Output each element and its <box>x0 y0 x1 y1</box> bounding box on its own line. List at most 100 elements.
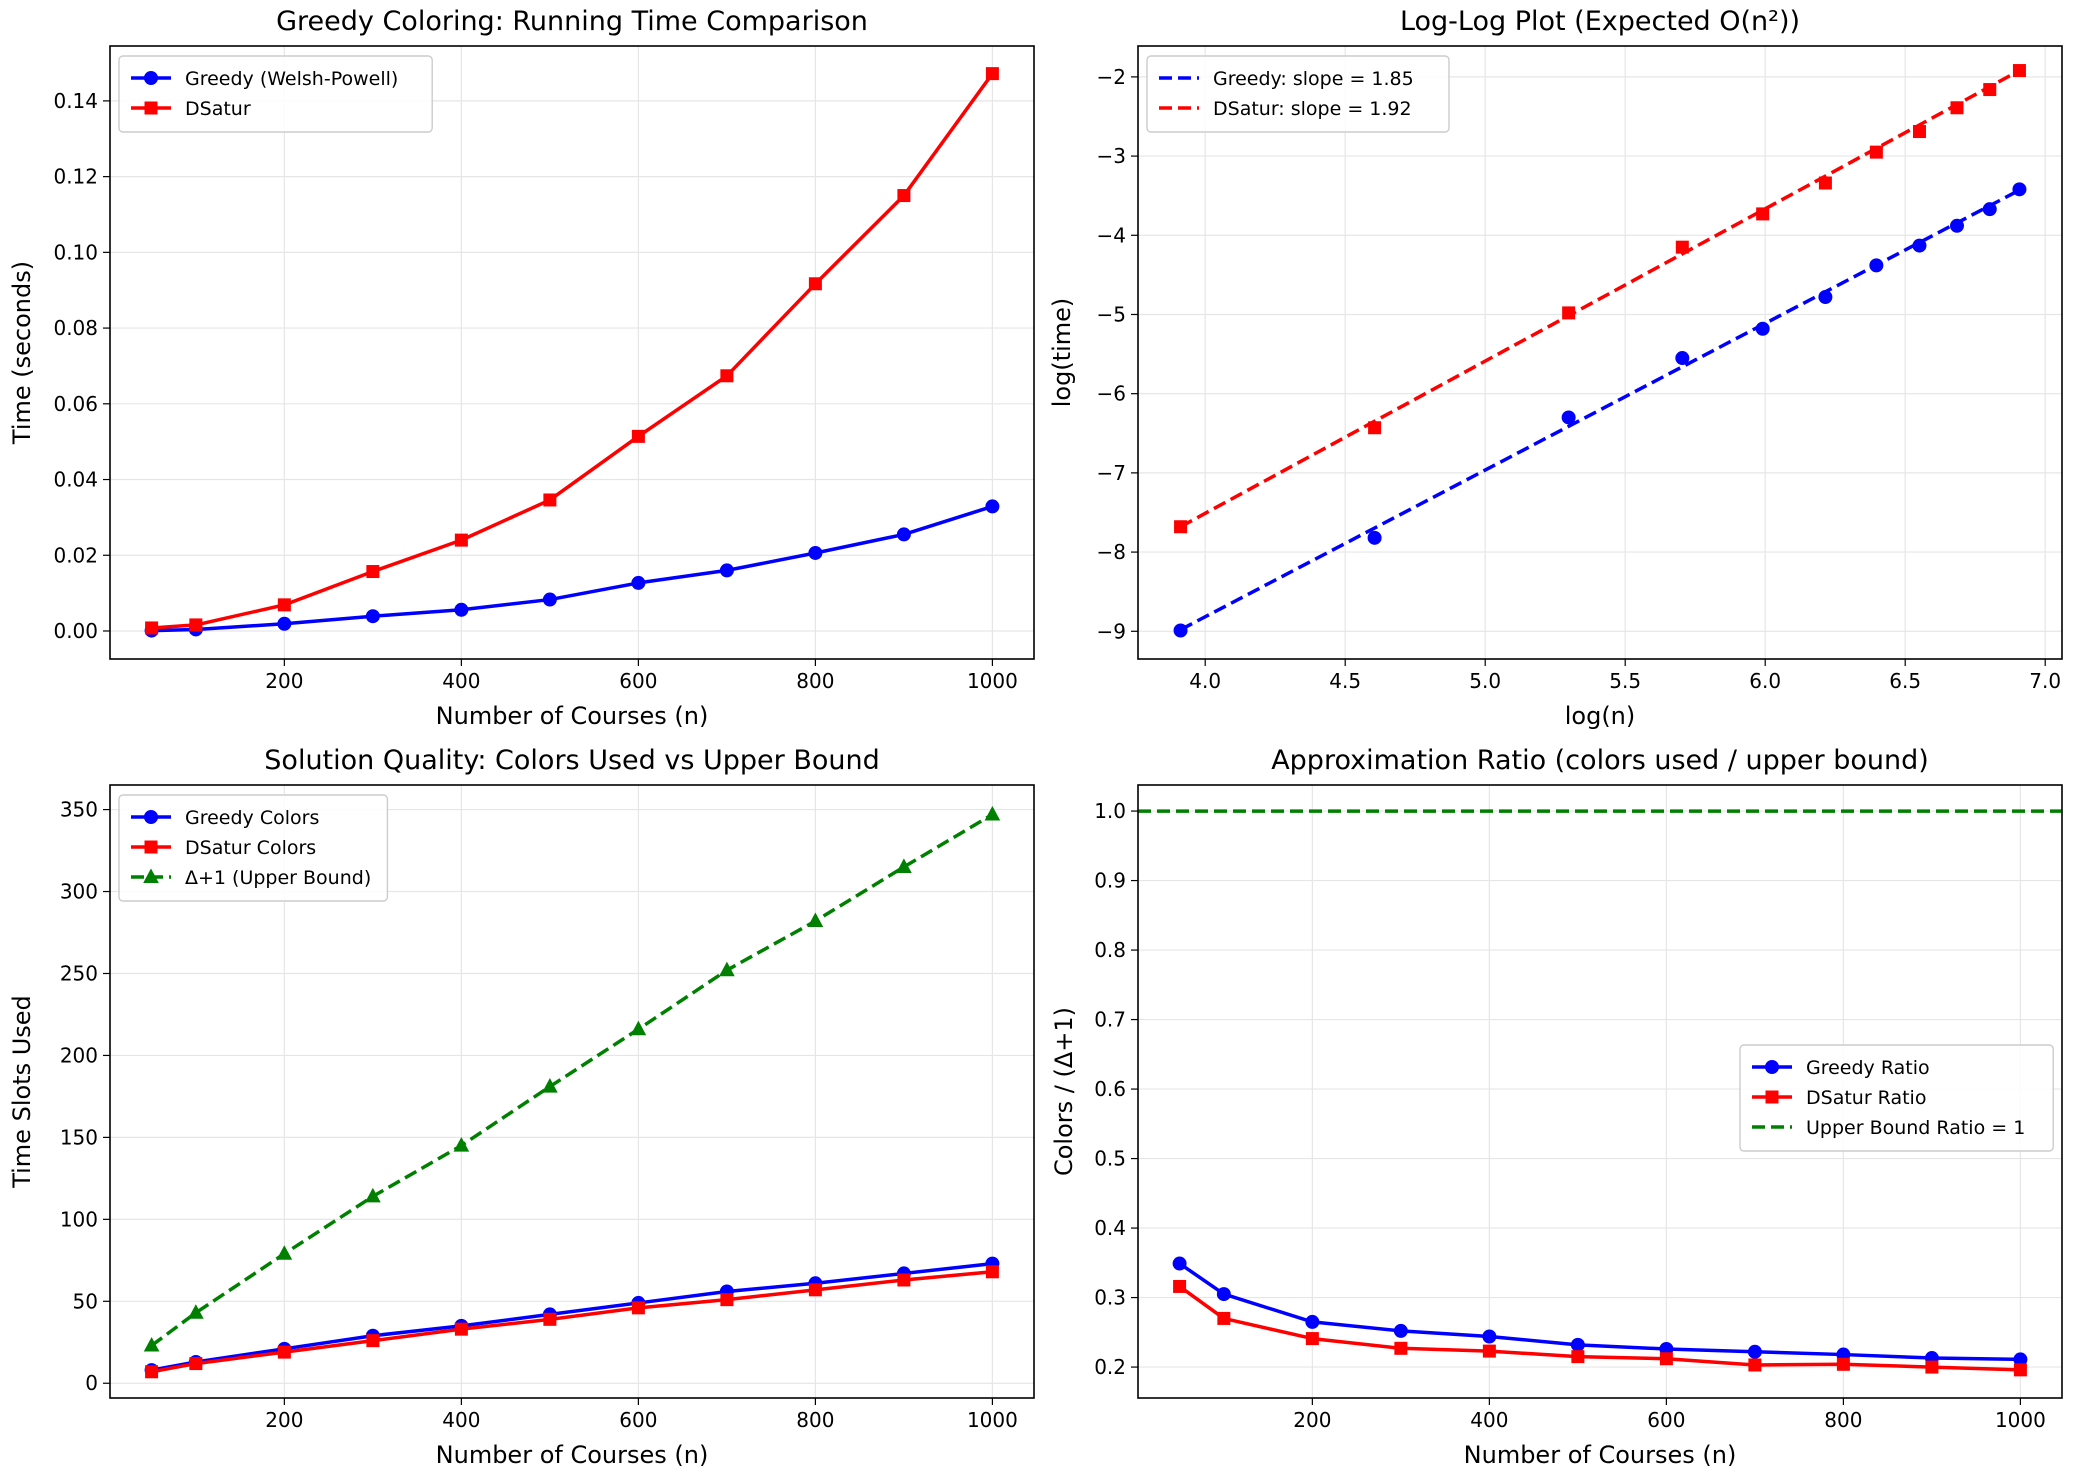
data-point <box>1675 240 1689 254</box>
y-axis-label: Time (seconds) <box>8 261 36 445</box>
legend-box <box>118 55 433 133</box>
chart-title: Log-Log Plot (Expected O(n²)) <box>1400 6 1800 37</box>
data-point <box>1562 306 1576 320</box>
y-axis-label: Time Slots Used <box>8 995 36 1189</box>
x-tick-label: 6.5 <box>1889 669 1921 693</box>
data-point <box>1747 1344 1762 1359</box>
axes-frame <box>109 45 1035 660</box>
y-tick-label: −2 <box>1097 65 1126 89</box>
data-point <box>631 429 645 443</box>
data-point <box>2013 1363 2027 1377</box>
axes-frame <box>1137 45 2063 660</box>
data-point <box>1818 176 1832 190</box>
x-tick-label: 1000 <box>1995 1408 2046 1432</box>
data-point <box>189 618 203 632</box>
data-point <box>1482 1329 1497 1344</box>
data-point <box>1561 410 1576 425</box>
grid-lines <box>1138 46 2062 659</box>
plot-area <box>1173 64 2027 638</box>
data-point <box>1675 351 1690 366</box>
x-tick-label: 4.5 <box>1329 669 1361 693</box>
y-tick-label: 0.2 <box>1094 1355 1126 1379</box>
fit-line <box>1179 69 2021 529</box>
x-tick-label: 800 <box>1824 1408 1862 1432</box>
x-tick-label: 1000 <box>967 669 1018 693</box>
data-point <box>453 1137 470 1152</box>
x-tick-label: 200 <box>1293 1408 1331 1432</box>
chart-loglog: 4.0 4.5 5.0 5.5 6.0 6.5 7.0 −9 −8 −7 −6 −5 −4 −3 −2 Log… <box>1048 6 2063 730</box>
y-tick-label: 0.4 <box>1094 1216 1126 1240</box>
data-point <box>1571 1350 1585 1364</box>
data-point <box>454 602 469 617</box>
legend-box <box>118 794 389 902</box>
data-point <box>1659 1352 1673 1366</box>
x-tick-label: 800 <box>796 1408 834 1432</box>
x-tick-label: 1000 <box>967 1408 1018 1432</box>
data-point <box>2012 182 2027 197</box>
data-point <box>1393 1323 1408 1338</box>
x-tick-label: 400 <box>442 1408 480 1432</box>
y-tick-label: 0.04 <box>53 468 98 492</box>
data-point <box>277 598 291 612</box>
data-point <box>542 592 557 607</box>
data-point <box>630 1020 647 1036</box>
data-point <box>719 961 735 977</box>
legend-entry: Greedy Colors <box>185 807 319 829</box>
data-point <box>896 527 911 542</box>
y-tick-label: 0.7 <box>1094 1008 1126 1032</box>
chart-title: Solution Quality: Colors Used vs Upper B… <box>264 745 879 776</box>
legend-marker <box>144 840 158 854</box>
x-tick-label: 7.0 <box>2029 669 2061 693</box>
data-point <box>1305 1332 1319 1346</box>
y-tick-label: −6 <box>1097 382 1126 406</box>
y-tick-label: −7 <box>1097 461 1126 485</box>
data-point <box>631 575 646 590</box>
y-tick-label: 0.5 <box>1094 1147 1126 1171</box>
legend: Greedy Colors DSatur Colors Δ+1 (Upper Bou… <box>118 794 389 902</box>
data-point <box>984 805 1001 821</box>
data-point <box>542 1078 558 1093</box>
legend-entry: Upper Bound Ratio = 1 <box>1806 1117 2025 1139</box>
legend-entry: Greedy (Welsh-Powell) <box>185 68 398 90</box>
data-point <box>145 1365 159 1379</box>
legend-marker <box>1765 1090 1779 1104</box>
x-tick-label: 4.0 <box>1189 669 1221 693</box>
y-tick-label: 0.14 <box>53 89 98 113</box>
grid-lines <box>110 46 1034 659</box>
legend-entry: Greedy Ratio <box>1806 1057 1930 1079</box>
y-tick-label: 0.00 <box>53 619 98 643</box>
data-point <box>1912 238 1927 253</box>
legend-marker <box>144 71 158 85</box>
series-red <box>1174 64 2026 534</box>
series-blue <box>144 499 1000 638</box>
y-tick-label: −5 <box>1097 302 1126 326</box>
y-tick-label: −9 <box>1097 619 1126 643</box>
data-point <box>1818 290 1833 305</box>
legend-entry: DSatur Colors <box>185 837 316 859</box>
legend-marker <box>144 810 158 824</box>
axes-frame <box>109 784 1035 1399</box>
x-axis-label: Number of Courses (n) <box>1464 1441 1737 1469</box>
legend-marker <box>1765 1060 1779 1074</box>
data-point <box>1305 1314 1320 1329</box>
data-point <box>1869 145 1883 159</box>
legend-entry: Δ+1 (Upper Bound) <box>185 867 371 889</box>
y-tick-label: 200 <box>60 1043 98 1067</box>
x-tick-label: 200 <box>265 1408 303 1432</box>
y-tick-label: −3 <box>1097 144 1126 168</box>
data-point <box>1172 1256 1187 1271</box>
data-point <box>543 1312 557 1326</box>
x-tick-label: 600 <box>1647 1408 1685 1432</box>
legend-entry: DSatur <box>185 98 251 120</box>
y-tick-label: 0.3 <box>1094 1286 1126 1310</box>
data-point <box>454 533 468 547</box>
axes-frame <box>1137 784 2063 1399</box>
y-tick-label: 150 <box>60 1125 98 1149</box>
x-tick-label: 800 <box>796 669 834 693</box>
data-point <box>543 493 557 507</box>
x-tick-label: 600 <box>619 1408 657 1432</box>
data-point <box>896 858 912 873</box>
plot-area <box>143 805 1001 1379</box>
data-point <box>189 1357 203 1371</box>
